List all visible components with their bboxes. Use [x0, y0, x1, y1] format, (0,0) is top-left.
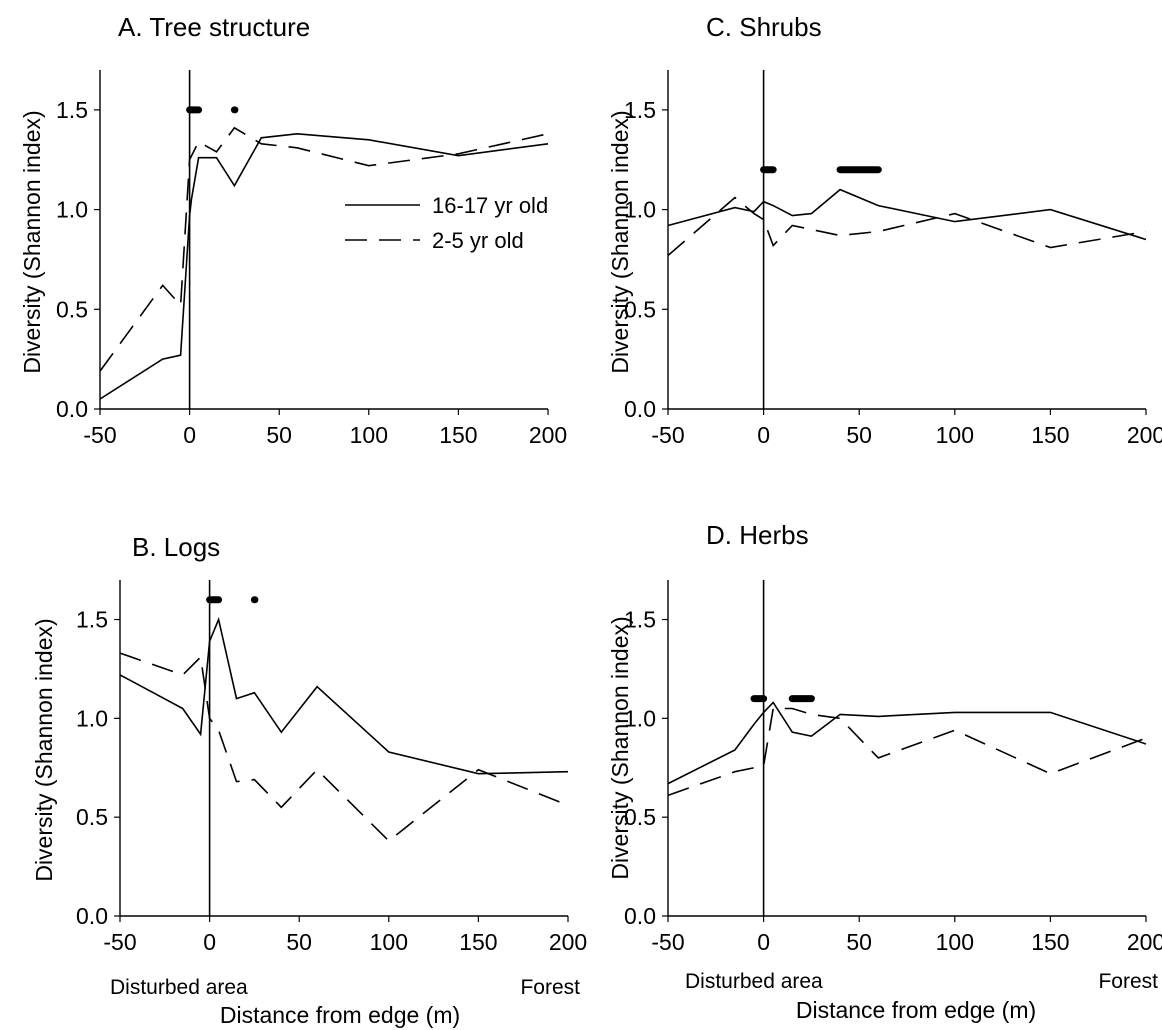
panel-a-y-tick-label: 1.0	[56, 197, 88, 223]
panel-c-y-tick-label: 1.5	[624, 97, 656, 123]
panel-c-y-tick-label: 1.0	[624, 197, 656, 223]
panel-a-x-tick-label: 50	[266, 422, 292, 448]
panel-d-series-dashed-line	[667, 707, 1147, 797]
panel-a-y-axis-title: Diversity (Shannon index)	[19, 110, 45, 373]
panel-a-tree-structure: A. Tree structure Diversity (Shannon ind…	[19, 12, 567, 448]
panel-d-y-axis-title: Diversity (Shannon index)	[607, 616, 633, 879]
panel-a-plot-area: -50 0 50 100 150 200 0.0 0.5 1.0 1.5	[56, 70, 567, 448]
panel-b-forest-label: Forest	[520, 976, 580, 999]
panel-b-x-axis-title: Distance from edge (m)	[220, 1002, 460, 1028]
panel-b-x-tick-label: 0	[203, 929, 216, 955]
panel-c-y-tick-label: 0.0	[624, 396, 656, 422]
panel-a-x-tick-label: 200	[529, 422, 567, 448]
panel-c-x-tick-label: -50	[651, 422, 684, 448]
panel-a-x-tick-label: 0	[183, 422, 196, 448]
panel-a-x-tick-label: -50	[83, 422, 116, 448]
panel-c-x-tick-label: 50	[846, 422, 872, 448]
legend-label-16-17-yr-old: 16-17 yr old	[432, 193, 548, 218]
panel-b-title: B. Logs	[132, 532, 220, 562]
panel-b-x-tick-label: 200	[549, 929, 587, 955]
panel-d-x-tick-label: 200	[1127, 929, 1162, 955]
panel-b-x-tick-label: 100	[370, 929, 408, 955]
panel-d-x-tick-label: 0	[757, 929, 770, 955]
panel-b-series-dashed-line	[119, 652, 569, 842]
panel-c-title: C. Shrubs	[706, 12, 822, 42]
panel-d-y-tick-label: 1.0	[624, 705, 656, 731]
panel-d-x-axis-title: Distance from edge (m)	[796, 997, 1036, 1023]
panel-d-x-tick-label: 150	[1031, 929, 1069, 955]
panel-d-herbs: D. Herbs Diversity (Shannon index) Distu…	[607, 520, 1162, 1023]
panel-a-y-tick-label: 0.5	[56, 296, 88, 322]
panel-b-x-tick-label: -50	[103, 929, 136, 955]
panel-d-x-tick-label: 100	[936, 929, 974, 955]
panel-d-title: D. Herbs	[706, 520, 809, 550]
panel-a-y-tick-label: 1.5	[56, 97, 88, 123]
panel-b-y-axis-title: Diversity (Shannon index)	[31, 618, 57, 881]
panel-a-x-tick-label: 100	[350, 422, 388, 448]
panel-d-plot-area: -50 0 50 100 150 200 0.0 0.5 1.0 1.5	[624, 580, 1162, 955]
panel-b-plot-area: -50 0 50 100 150 200 0.0 0.5 1.0 1.5	[76, 580, 587, 955]
panel-c-plot-area: -50 0 50 100 150 200 0.0 0.5 1.0 1.5	[624, 70, 1162, 448]
panel-a-series-solid-line	[99, 132, 549, 400]
panel-b-y-tick-label: 0.0	[76, 903, 108, 929]
panel-d-disturbed-area-label: Disturbed area	[685, 970, 823, 993]
panel-d-x-tick-label: 50	[846, 929, 872, 955]
legend: 16-17 yr old 2-5 yr old	[345, 193, 548, 253]
panel-d-forest-label: Forest	[1098, 970, 1158, 993]
panel-b-series-solid-line	[119, 616, 569, 775]
panel-c-shrubs: C. Shrubs Diversity (Shannon index) -50 0…	[607, 12, 1162, 448]
panel-d-y-tick-label: 0.0	[624, 903, 656, 929]
panel-d-x-tick-label: -50	[651, 929, 684, 955]
panel-d-y-tick-label: 1.5	[624, 607, 656, 633]
panel-b-x-tick-label: 150	[459, 929, 497, 955]
panel-b-y-tick-label: 1.5	[76, 607, 108, 633]
panel-d-series-solid-line	[667, 701, 1147, 785]
panel-c-y-axis-title: Diversity (Shannon index)	[607, 110, 633, 373]
panel-b-x-tick-label: 50	[286, 929, 312, 955]
panel-c-x-tick-label: 150	[1031, 422, 1069, 448]
panel-b-disturbed-area-label: Disturbed area	[110, 976, 248, 999]
panel-a-title: A. Tree structure	[118, 12, 310, 42]
panel-c-x-tick-label: 0	[757, 422, 770, 448]
panel-c-x-tick-label: 100	[936, 422, 974, 448]
panel-d-y-tick-label: 0.5	[624, 804, 656, 830]
panel-a-y-tick-label: 0.0	[56, 396, 88, 422]
panel-c-series-solid-line	[667, 188, 1147, 241]
panel-b-logs: B. Logs Diversity (Shannon index) Distur…	[31, 532, 587, 1028]
panel-a-x-tick-label: 150	[439, 422, 477, 448]
panel-b-y-tick-label: 0.5	[76, 804, 108, 830]
panel-c-x-tick-label: 200	[1127, 422, 1162, 448]
panel-c-y-tick-label: 0.5	[624, 296, 656, 322]
panel-c-series-dashed-line	[667, 196, 1147, 257]
legend-label-2-5-yr-old: 2-5 yr old	[432, 228, 524, 253]
panel-b-y-tick-label: 1.0	[76, 705, 108, 731]
